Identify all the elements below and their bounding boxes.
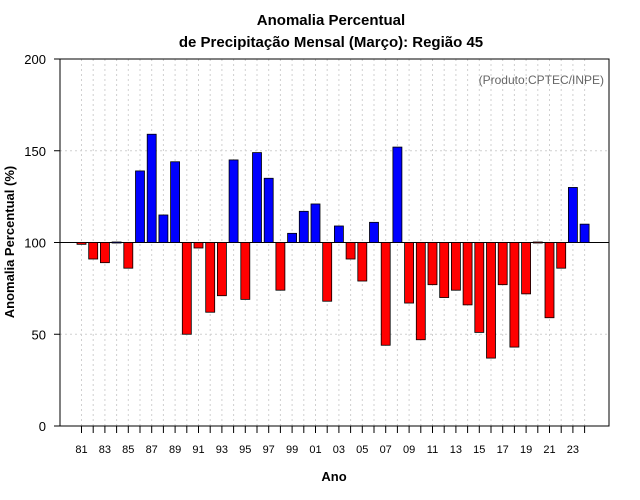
bar-1993 [216, 242, 227, 297]
bar-1992 [205, 242, 216, 313]
bar-1994 [228, 159, 239, 243]
bar-1981 [76, 242, 87, 245]
bar-2019 [521, 242, 531, 295]
bar-2024 [579, 223, 590, 243]
bar-1999 [287, 232, 298, 243]
y-axis: 0 50 100 150 200 [24, 52, 60, 434]
bar-2021 [544, 242, 555, 319]
x-tick-label: 85 [122, 444, 134, 456]
y-tick-label: 100 [24, 236, 46, 251]
bar-1990 [181, 242, 192, 335]
bar-2016 [486, 242, 496, 359]
bar-2013 [450, 242, 461, 291]
x-tick-label: 19 [520, 444, 532, 456]
bar-2009 [404, 242, 415, 304]
x-tick-label: 93 [216, 444, 228, 456]
x-tick-label: 83 [99, 444, 111, 456]
y-tick-label: 200 [24, 52, 46, 67]
bar-2018 [509, 242, 520, 348]
bar-1996 [252, 152, 262, 243]
x-tick-label: 99 [286, 444, 298, 456]
x-tick-label: 07 [380, 444, 392, 456]
bar-1985 [123, 242, 134, 269]
bar-1995 [240, 242, 251, 300]
y-tick-label: 150 [24, 144, 46, 159]
x-tick-label: 09 [403, 444, 415, 456]
bar-2017 [497, 242, 508, 286]
bar-2012 [439, 242, 450, 298]
x-tick-label: 13 [450, 444, 462, 456]
y-axis-label: Anomalia Percentual (%) [2, 166, 17, 318]
x-tick-label: 89 [169, 444, 181, 456]
bar-2004 [345, 242, 356, 260]
bar-2005 [357, 242, 368, 282]
bar-1984 [111, 241, 122, 244]
y-tick-label: 50 [32, 327, 46, 342]
bar-2023 [568, 187, 578, 243]
gridlines [60, 59, 609, 426]
bar-2020 [532, 241, 543, 244]
bar-2000 [298, 210, 309, 243]
bar-2007 [380, 242, 391, 346]
x-tick-label: 97 [263, 444, 275, 456]
x-tick-label: 95 [239, 444, 251, 456]
bar-2010 [415, 242, 426, 341]
bar-1982 [88, 242, 99, 260]
bar-2006 [369, 221, 379, 243]
x-tick-label: 05 [356, 444, 368, 456]
x-tick-label: 21 [543, 444, 555, 456]
bar-2003 [333, 225, 344, 243]
bars [76, 133, 590, 359]
x-tick-label: 15 [473, 444, 485, 456]
bar-2008 [392, 146, 403, 243]
bar-1983 [100, 242, 110, 264]
x-axis: 81 83 85 87 89 91 93 95 97 99 01 03 05 07 09 11 13 15 17 19… [75, 426, 586, 456]
bar-2015 [474, 242, 485, 333]
x-axis-label: Ano [321, 469, 346, 484]
bar-1989 [170, 161, 181, 243]
source-annotation: (Produto:CPTEC/INPE) [479, 73, 604, 87]
x-tick-label: 03 [333, 444, 345, 456]
x-tick-label: 23 [567, 444, 579, 456]
chart-subtitle: de Precipitação Mensal (Março): Região 4… [179, 34, 483, 51]
bar-1991 [193, 242, 204, 249]
bar-2022 [556, 242, 567, 269]
bar-2002 [322, 242, 333, 302]
x-tick-label: 11 [427, 444, 438, 456]
bar-2014 [462, 242, 473, 306]
x-tick-label: 87 [146, 444, 158, 456]
bar-2011 [427, 242, 438, 286]
y-tick-label: 0 [39, 419, 46, 434]
bar-1998 [275, 242, 286, 291]
bar-2001 [310, 203, 321, 243]
chart-title: Anomalia Percentual [257, 12, 405, 29]
x-tick-label: 81 [75, 444, 87, 456]
x-tick-label: 91 [192, 444, 204, 456]
x-tick-label: 01 [309, 444, 321, 456]
bar-1987 [146, 133, 157, 243]
bar-1997 [263, 177, 274, 243]
bar-1988 [158, 214, 169, 243]
bar-1986 [135, 170, 145, 243]
x-tick-label: 17 [497, 444, 509, 456]
